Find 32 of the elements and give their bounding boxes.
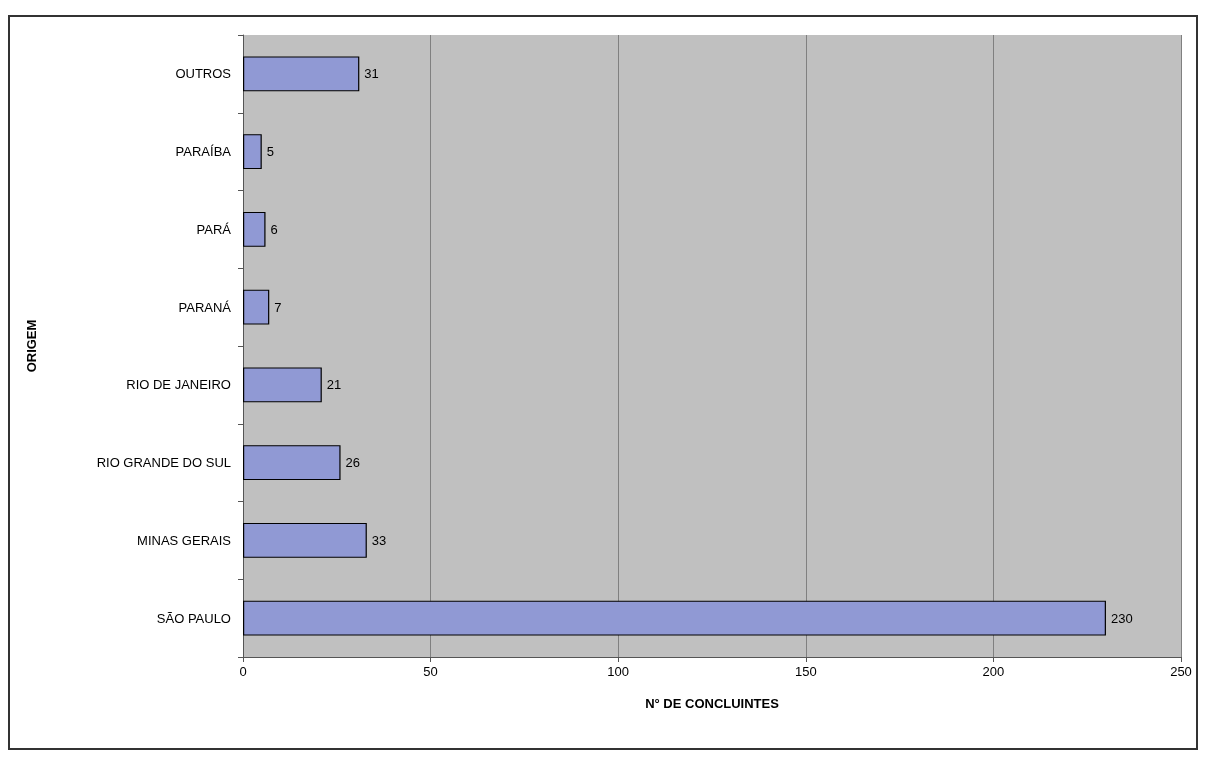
bar [243, 211, 266, 247]
y-tick-label: PARANÁ [178, 299, 232, 315]
data-label: 31 [364, 66, 379, 82]
bar [243, 600, 1106, 636]
bar [243, 445, 341, 481]
bar [243, 289, 270, 325]
data-label: 33 [371, 532, 387, 548]
bar [243, 367, 322, 403]
data-label: 230 [1110, 610, 1133, 626]
data-label: 7 [274, 299, 282, 315]
y-tick-label: RIO GRANDE DO SUL [96, 455, 231, 471]
y-tick-label: SÃO PAULO [156, 610, 231, 626]
x-tick-label: 100 [607, 664, 630, 679]
bar [243, 134, 262, 170]
y-tick-label: PARAÍBA [175, 144, 232, 160]
y-tick-label: RIO DE JANEIRO [126, 377, 231, 393]
data-label: 26 [345, 455, 361, 471]
x-tick-label: 0 [239, 664, 247, 679]
x-tick-label: 50 [423, 664, 438, 679]
bar [243, 56, 360, 92]
x-tick-label: 200 [982, 664, 1005, 679]
data-label: 21 [326, 377, 342, 393]
x-tick-label: 250 [1170, 664, 1192, 679]
bar [243, 522, 367, 558]
y-tick-label: PARÁ [196, 221, 232, 237]
y-axis-title: ORIGEM [24, 319, 39, 373]
data-label: 5 [266, 144, 274, 160]
y-tick-label: MINAS GERAIS [137, 532, 232, 548]
y-tick-label: OUTROS [175, 66, 232, 82]
x-tick-label: 150 [794, 664, 817, 679]
x-axis-title: N° DE CONCLUINTES [645, 696, 780, 711]
data-label: 6 [270, 221, 278, 237]
